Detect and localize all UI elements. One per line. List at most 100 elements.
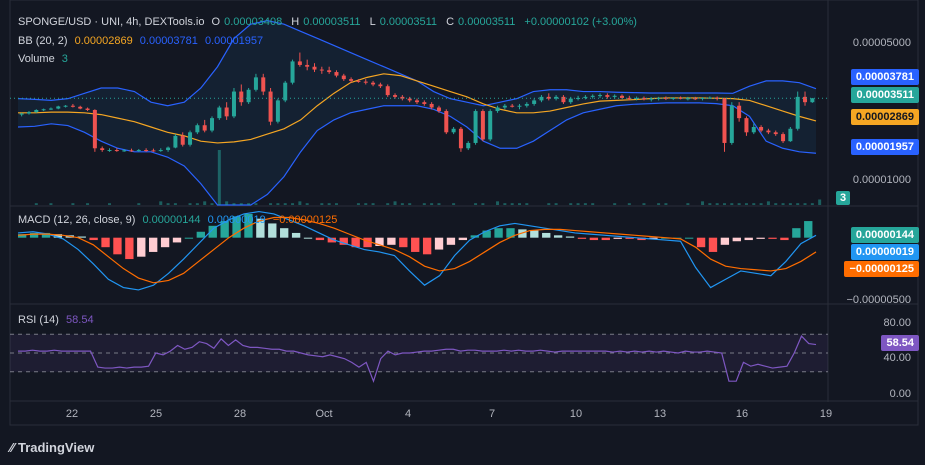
rsi-legend: RSI (14) 58.54 — [18, 314, 98, 326]
candle-body — [85, 108, 90, 110]
macd-histogram-bar — [160, 237, 170, 248]
candle-body — [122, 150, 127, 152]
candle-body — [371, 82, 376, 85]
brand-name: TradingView — [17, 440, 95, 455]
macd-histogram-bar — [89, 237, 98, 241]
candle-body — [524, 103, 529, 106]
macd-line-tag: 0.00000019 — [850, 244, 919, 260]
volume-label: Volume — [18, 53, 55, 65]
volume-bar — [744, 203, 748, 205]
candle-body — [393, 95, 398, 97]
bb-upper-tag: 0.00003781 — [850, 69, 919, 85]
candle-body — [583, 96, 588, 98]
candle-body — [502, 105, 507, 108]
candle-body — [568, 98, 573, 103]
macd-histogram-bar — [613, 237, 622, 239]
candle-body — [231, 91, 236, 117]
volume-bar — [591, 203, 595, 205]
macd-histogram-bar — [649, 237, 658, 239]
price-legend: SPONGE/USD · UNI, 4h, DEXTools.io O 0.000… — [18, 16, 641, 28]
macd-histogram-bar — [768, 237, 777, 239]
volume-bar — [730, 203, 734, 205]
candle-body — [590, 95, 595, 97]
volume-bar — [276, 203, 280, 205]
candle-body — [663, 97, 668, 99]
macd-legend: MACD (12, 26, close, 9) 0.00000144 0.000… — [18, 214, 341, 226]
candle-body — [356, 80, 361, 82]
open-key: O — [211, 16, 221, 28]
volume-bar — [722, 203, 726, 205]
volume-bar — [554, 203, 558, 205]
candle-body — [415, 100, 419, 103]
candle-body — [63, 105, 68, 107]
candle-body — [275, 100, 280, 122]
volume-bar — [283, 203, 287, 205]
macd-histogram-bar — [220, 221, 229, 238]
candle-body — [239, 91, 244, 103]
time-label: 4 — [404, 408, 412, 420]
macd-histogram-bar — [315, 237, 325, 241]
macd-histogram-bar — [327, 237, 337, 243]
macd-signal-tag: −0.00000125 — [844, 261, 919, 277]
candle-body — [671, 97, 676, 99]
macd-histogram-bar — [339, 237, 348, 245]
candle-body — [34, 109, 39, 113]
candle-body — [136, 150, 141, 152]
candle-body — [546, 96, 551, 99]
rsi-tick-40: 40.00 — [883, 352, 911, 364]
candle-body — [283, 82, 288, 101]
volume-bar — [737, 203, 741, 205]
candle-body — [451, 128, 456, 133]
candle-body — [48, 108, 53, 110]
close-key: C — [446, 16, 455, 28]
candle-body — [773, 132, 778, 135]
rsi-tick-80: 80.00 — [883, 317, 911, 329]
time-label: 10 — [569, 408, 583, 420]
bb-basis-value: 0.00002869 — [74, 35, 133, 47]
tradingview-logo[interactable]: ⁄⁄ TradingView — [10, 440, 94, 455]
symbol-label: SPONGE/USD · UNI, 4h, DEXTools.io — [18, 16, 205, 28]
macd-hist-value: 0.00000144 — [142, 214, 201, 226]
time-label: 13 — [653, 408, 667, 420]
candle-body — [378, 84, 383, 87]
macd-histogram-bar — [482, 230, 491, 238]
macd-histogram-bar — [256, 218, 265, 238]
candle-body — [385, 86, 390, 96]
price-tick-high: 0.00005000 — [852, 37, 911, 49]
candle-body — [268, 91, 273, 122]
candle-body — [444, 111, 449, 133]
volume-bar — [137, 203, 141, 205]
volume-bar — [583, 203, 587, 205]
macd-histogram-bar — [542, 232, 551, 238]
candle-body — [78, 106, 83, 109]
macd-histogram-bar — [268, 223, 277, 238]
macd-histogram-bar — [411, 237, 420, 252]
macd-signal-line — [17, 216, 817, 284]
macd-histogram-bar — [744, 237, 753, 241]
candle-body — [436, 107, 441, 112]
volume-bar — [503, 203, 507, 205]
volume-bar — [217, 150, 221, 205]
volume-bar — [422, 203, 426, 205]
candle-body — [619, 95, 624, 98]
macd-histogram-bar — [53, 234, 63, 238]
bb-lower-line — [17, 102, 817, 206]
candle-body — [627, 97, 632, 99]
time-label: 7 — [488, 408, 496, 420]
volume-bar — [715, 203, 719, 205]
candle-body — [649, 98, 654, 100]
macd-histogram-bar — [625, 237, 634, 239]
candle-body — [751, 127, 756, 133]
volume-bar — [327, 203, 331, 205]
macd-histogram-bar — [363, 237, 372, 248]
macd-histogram-bar — [172, 237, 182, 243]
volume-bar — [188, 203, 192, 205]
candle-body — [151, 150, 156, 152]
macd-histogram-bar — [422, 237, 432, 255]
macd-histogram-bar — [732, 237, 741, 242]
candle-body — [70, 105, 75, 107]
volume-bar — [298, 201, 302, 205]
candle-body — [634, 97, 639, 99]
